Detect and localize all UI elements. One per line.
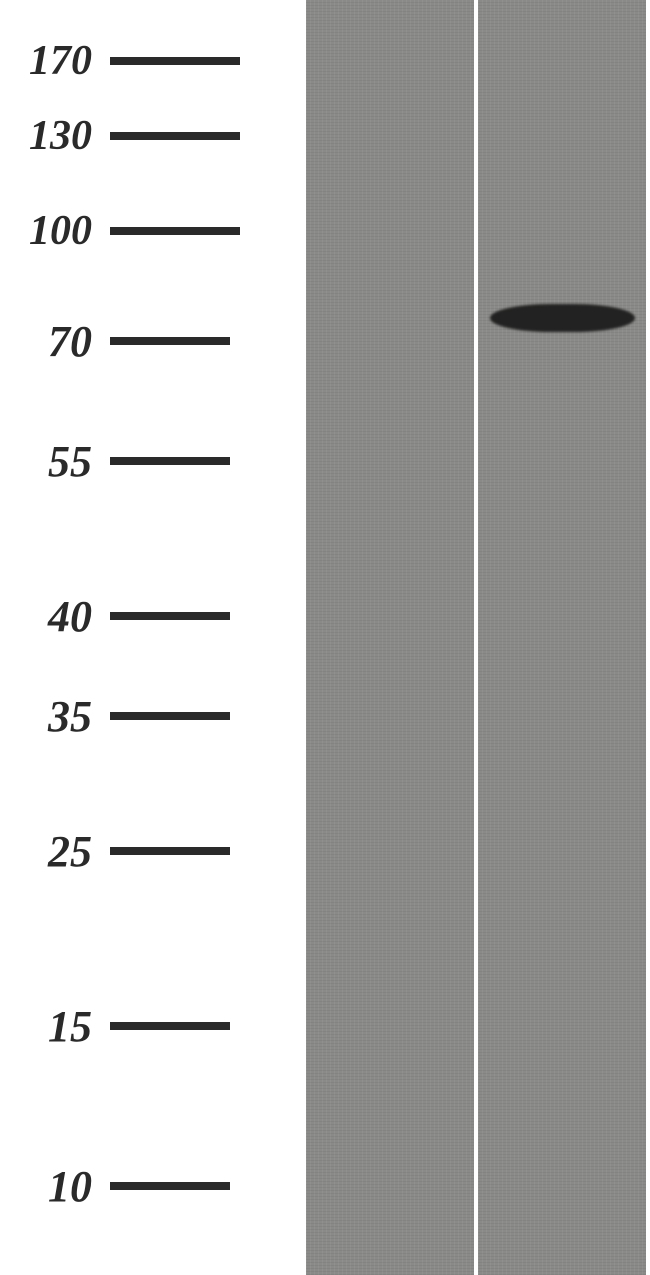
marker-label: 55 [0, 436, 110, 487]
marker-row-170: 170 [0, 37, 300, 85]
marker-row-55: 55 [0, 436, 300, 487]
marker-label: 40 [0, 591, 110, 642]
molecular-weight-ladder: 170 130 100 70 55 40 35 25 15 10 [0, 0, 300, 1275]
marker-tick [110, 457, 230, 465]
marker-tick [110, 1022, 230, 1030]
marker-row-35: 35 [0, 691, 300, 742]
marker-tick [110, 1182, 230, 1190]
marker-label: 170 [0, 37, 110, 85]
band-lane2 [490, 304, 635, 332]
marker-tick [110, 712, 230, 720]
marker-row-15: 15 [0, 1001, 300, 1052]
marker-label: 100 [0, 207, 110, 255]
blot-figure: 170 130 100 70 55 40 35 25 15 10 [0, 0, 650, 1275]
marker-tick [110, 57, 240, 65]
marker-row-130: 130 [0, 112, 300, 160]
marker-row-10: 10 [0, 1161, 300, 1212]
marker-row-25: 25 [0, 826, 300, 877]
marker-row-70: 70 [0, 316, 300, 367]
marker-label: 130 [0, 112, 110, 160]
marker-tick [110, 612, 230, 620]
marker-tick [110, 132, 240, 140]
marker-row-40: 40 [0, 591, 300, 642]
lane-separator [474, 0, 478, 1275]
marker-tick [110, 337, 230, 345]
marker-tick [110, 227, 240, 235]
blot-membrane [306, 0, 646, 1275]
marker-label: 70 [0, 316, 110, 367]
marker-label: 15 [0, 1001, 110, 1052]
marker-label: 35 [0, 691, 110, 742]
marker-label: 10 [0, 1161, 110, 1212]
marker-row-100: 100 [0, 207, 300, 255]
marker-tick [110, 847, 230, 855]
marker-label: 25 [0, 826, 110, 877]
